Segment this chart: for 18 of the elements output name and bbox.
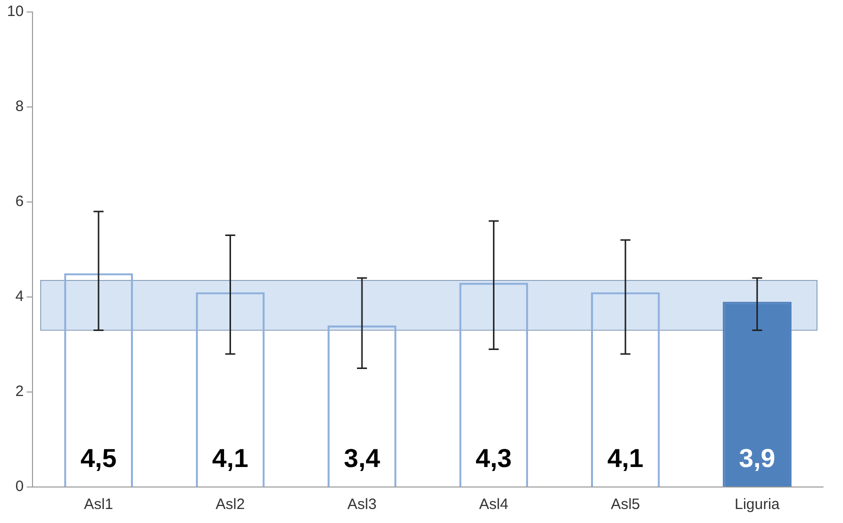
data-label: 3,4 xyxy=(344,443,381,474)
y-tick-label: 8 xyxy=(15,98,24,116)
data-label: 3,9 xyxy=(739,443,776,474)
data-label: 4,5 xyxy=(80,443,117,474)
data-label: 4,3 xyxy=(476,443,512,474)
y-tick-label: 0 xyxy=(15,478,24,496)
x-tick-label: Asl2 xyxy=(216,496,245,514)
x-tick-label: Asl4 xyxy=(479,496,508,514)
y-tick-label: 2 xyxy=(15,383,24,400)
data-label: 4,1 xyxy=(212,443,248,474)
x-tick-label: Liguria xyxy=(734,496,780,514)
x-tick-label: Asl3 xyxy=(347,496,377,514)
x-tick-label: Asl5 xyxy=(610,496,640,514)
x-tick-label: Asl1 xyxy=(84,496,114,514)
y-tick-label: 4 xyxy=(15,288,24,306)
y-tick-label: 10 xyxy=(6,3,24,20)
data-label: 4,1 xyxy=(607,443,644,474)
y-tick-label: 6 xyxy=(15,193,24,210)
